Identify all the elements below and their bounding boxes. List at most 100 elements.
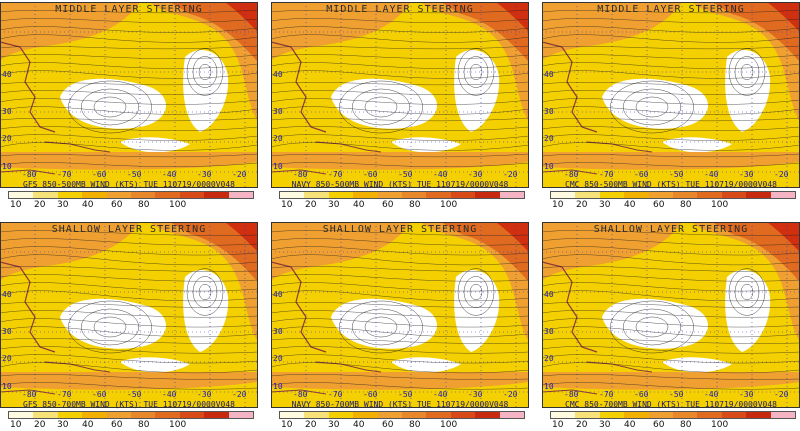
streamline: [542, 26, 800, 33]
steering-map: [271, 2, 529, 188]
lon-label: -80: [564, 170, 579, 179]
streamline: [0, 346, 258, 354]
streamline: [271, 246, 529, 256]
streamline: [542, 362, 800, 374]
lon-label: -40: [162, 170, 177, 179]
circulation-ring: [192, 276, 218, 308]
legend-swatch: [575, 192, 600, 198]
legend-swatch: [426, 192, 451, 198]
legend-swatch: [304, 412, 329, 418]
coastline: [44, 361, 111, 373]
circulation-ring: [93, 316, 127, 338]
legend-swatch: [770, 412, 796, 418]
legend-tick-label: 60: [653, 420, 665, 430]
legend-tick-label: 20: [34, 200, 46, 210]
circulation-ring: [186, 48, 224, 96]
streamline: [542, 290, 800, 302]
legend-swatch: [106, 192, 132, 198]
legend-tick-label: 60: [111, 200, 123, 210]
circulation-ring: [734, 56, 760, 88]
legend-swatch: [575, 412, 600, 418]
calm-region: [60, 298, 167, 349]
legend-swatch: [697, 412, 722, 418]
lon-label: -30: [468, 170, 483, 179]
lat-label: 30: [273, 107, 283, 116]
streamline: [542, 62, 800, 69]
lat-label: 10: [544, 162, 554, 171]
streamline: [271, 70, 529, 79]
coastline: [271, 389, 327, 395]
legend-swatch: [82, 412, 107, 418]
streamline: [0, 318, 258, 328]
legend-swatch: [475, 412, 500, 418]
lon-label: -70: [599, 170, 614, 179]
panel-caption: CMC 850-700MB WIND (KTS) TUE 110719/0000…: [565, 400, 777, 409]
legend-tick-label: 20: [576, 420, 588, 430]
streamline: [542, 98, 800, 105]
streamline: [271, 98, 529, 105]
streamline: [271, 362, 529, 374]
wind-shading: [225, 222, 258, 252]
legend-swatch: [57, 412, 83, 418]
longitude-labels: -80 -70 -60 -50 -40 -30 -20: [542, 390, 800, 400]
streamline: [542, 374, 800, 380]
lat-label: 30: [544, 327, 554, 336]
streamline: [542, 54, 800, 59]
legend-tick-label: 10: [552, 420, 564, 430]
longitude-labels: -80 -70 -60 -50 -40 -30 -20: [0, 170, 258, 180]
panel-title: MIDDLE LAYER STEERING: [326, 4, 474, 15]
lat-label: 40: [544, 290, 554, 299]
streamline: [0, 142, 258, 151]
circulation-ring: [68, 300, 152, 354]
streamline: [0, 62, 258, 69]
panel-cmc-shallow: SHALLOW LAYER STEERING -80 -70 -60 -50 -…: [542, 222, 800, 430]
legend-tick-label: 80: [409, 420, 421, 430]
lat-label: 10: [2, 382, 12, 391]
coastline: [271, 261, 327, 353]
circulation-ring: [728, 48, 766, 96]
streamline: [271, 134, 529, 141]
streamline: [271, 318, 529, 328]
lon-label: -50: [127, 170, 142, 179]
streamline: [0, 274, 258, 282]
panel-cmc-middle: MIDDLE LAYER STEERING -80 -70 -60 -50 -4…: [542, 2, 800, 210]
streamline: [0, 126, 258, 131]
streamline: [542, 230, 800, 236]
legend-swatch: [551, 412, 576, 418]
streamline: [542, 106, 800, 115]
wind-shading: [0, 372, 258, 390]
panel-caption: NAVY 850-500MB WIND (KTS) TUE 110719/000…: [291, 180, 509, 189]
legend-tick-label: 30: [599, 420, 611, 430]
streamline: [271, 310, 529, 318]
legend-swatch: [402, 412, 427, 418]
legend-swatch: [377, 192, 403, 198]
circulation-ring: [610, 300, 694, 354]
legend-swatch: [328, 412, 354, 418]
legend-swatch: [57, 192, 83, 198]
legend-tick-label: 40: [624, 200, 636, 210]
lon-label: -20: [232, 390, 247, 399]
legend-swatch: [648, 192, 674, 198]
circulation-ring: [80, 308, 140, 346]
coastline: [271, 169, 327, 175]
streamline: [271, 254, 529, 266]
streamline: [542, 142, 800, 151]
lon-label: -20: [232, 170, 247, 179]
circulation-ring: [622, 308, 682, 346]
streamline: [0, 266, 258, 272]
legend-tick-label: 100: [711, 200, 729, 210]
legend-tick-label: 80: [680, 200, 692, 210]
lat-label: 40: [2, 70, 12, 79]
streamline: [271, 106, 529, 115]
panel-caption: CMC 850-500MB WIND (KTS) TUE 110719/0000…: [565, 180, 777, 189]
legend-swatch: [353, 192, 378, 198]
legend-swatch: [624, 192, 649, 198]
wind-speed-legend: 10 20 30 40 60 80 100: [279, 191, 525, 211]
streamline: [271, 54, 529, 59]
coastline: [586, 361, 653, 373]
legend-tick-label: 60: [111, 420, 123, 430]
legend-tick-label: 10: [10, 200, 22, 210]
legend-tick-label: 20: [305, 420, 317, 430]
legend-swatch: [599, 412, 625, 418]
legend-swatch: [697, 192, 722, 198]
